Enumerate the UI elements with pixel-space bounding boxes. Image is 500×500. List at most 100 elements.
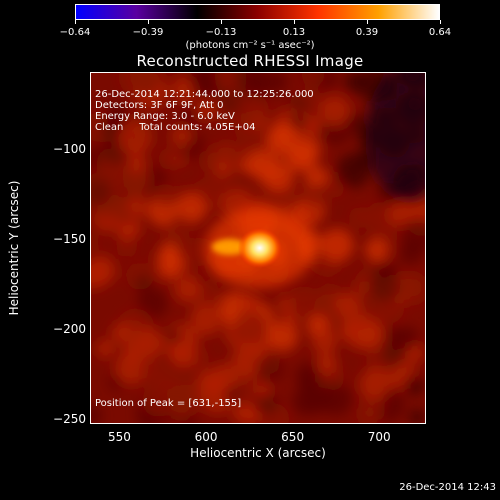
heatmap-texture-blob [304, 165, 328, 188]
colorbar-tick-mark [75, 20, 76, 24]
heatmap-texture-blob [384, 326, 406, 348]
colorbar-tick-mark [440, 20, 441, 24]
heatmap-texture-blob [134, 273, 152, 292]
heatmap-texture-blob [116, 236, 138, 257]
heatmap-texture-blob [114, 352, 147, 385]
colorbar-unit-label: (photons cm⁻² s⁻¹ asec⁻²) [185, 40, 315, 51]
x-tick-label: 600 [194, 430, 218, 444]
heatmap-texture-blob [107, 102, 125, 120]
heatmap-texture-blob [235, 389, 254, 407]
heatmap-texture-blob [343, 314, 379, 350]
peak-core [237, 228, 282, 268]
chart-title: Reconstructed RHESSI Image [136, 52, 364, 70]
annotation-clean-counts: Clean Total counts: 4.05E+04 [95, 122, 256, 133]
heatmap-texture-blob [408, 408, 425, 423]
heatmap-texture-blob [215, 159, 232, 176]
heatmap-texture-blob [295, 138, 321, 164]
heatmap-texture-blob [241, 406, 260, 423]
heatmap-texture-blob [402, 218, 425, 252]
heatmap-texture-blob [117, 118, 153, 154]
heatmap-texture-blob [319, 95, 351, 127]
heatmap-texture-blob [127, 154, 147, 173]
heatmap-texture-blob [158, 148, 180, 170]
heatmap-texture-blob [320, 228, 354, 262]
heatmap-texture-blob [235, 73, 269, 93]
colorbar-tick-mark [221, 20, 222, 24]
y-tick-label: −100 [53, 142, 86, 157]
timestamp: 26-Dec-2014 12:43 [399, 482, 496, 493]
colorbar-tick-mark [367, 20, 368, 24]
heatmap-texture-blob [264, 73, 288, 94]
heatmap-texture-blob [160, 243, 177, 260]
colorbar [75, 4, 440, 20]
colorbar-tick-label: 0.64 [428, 27, 452, 38]
peak-source [204, 208, 315, 288]
colorbar-tick-label: −0.39 [132, 27, 164, 38]
heatmap-texture-blob [359, 368, 391, 400]
heatmap-texture-blob [316, 352, 338, 374]
heatmap-texture-blob [266, 122, 301, 158]
heatmap-texture-blob [91, 404, 103, 423]
heatmap-negative-region [366, 73, 425, 203]
heatmap-texture-blob [319, 382, 353, 416]
heatmap-texture-blob [364, 237, 390, 262]
heatmap-texture-blob [240, 292, 261, 313]
heatmap-texture-blob [194, 99, 215, 120]
x-tick-label: 700 [367, 430, 391, 444]
heatmap-texture-blob [197, 370, 219, 392]
heatmap-texture-blob [254, 381, 271, 398]
x-tick-label: 550 [107, 430, 131, 444]
heatmap-texture-blob [176, 193, 207, 224]
image-plot-area [90, 72, 426, 424]
heatmap-texture-blob [369, 270, 401, 302]
colorbar-tick-mark [294, 20, 295, 24]
heatmap-texture-blob [133, 327, 164, 358]
annotation-energy-range: Energy Range: 3.0 - 6.0 keV [95, 111, 235, 122]
heatmap-texture-blob [256, 354, 285, 383]
heatmap-texture-blob [168, 341, 196, 369]
heatmap-texture-blob [348, 207, 370, 228]
heatmap-texture-blob [231, 308, 268, 345]
heatmap-texture-blob [334, 292, 361, 319]
heatmap-texture-blob [293, 202, 312, 221]
x-tick-label: 650 [281, 430, 305, 444]
annotation-peak-position: Position of Peak = [631,-155] [95, 398, 242, 409]
heatmap-texture-blob [140, 359, 167, 386]
colorbar-tick-label: −0.64 [59, 27, 91, 38]
heatmap-texture-blob [91, 178, 111, 206]
y-tick-label: −250 [53, 411, 86, 426]
y-axis-label: Heliocentric Y (arcsec) [7, 180, 21, 316]
heatmap-texture-blob [171, 125, 193, 147]
heatmap-texture-blob [125, 196, 148, 218]
heatmap-texture-blob [118, 73, 153, 95]
colorbar-tick-mark [148, 20, 149, 24]
heatmap-texture-blob [142, 385, 174, 417]
heatmap-image [91, 73, 425, 423]
heatmap-texture-blob [91, 235, 100, 252]
heatmap-texture-blob [246, 149, 278, 181]
heatmap-texture-blob [190, 303, 223, 336]
heatmap-texture-blob [237, 93, 269, 126]
heatmap-texture-blob [281, 312, 299, 330]
heatmap-texture-blob [399, 273, 425, 305]
heatmap-texture-blob [301, 73, 325, 86]
heatmap-texture-blob [404, 375, 425, 396]
heatmap-texture-blob [311, 327, 338, 354]
heatmap-texture-blob [174, 276, 201, 303]
heatmap-texture-blob [91, 260, 108, 290]
annotation-detectors: Detectors: 3F 6F 9F, Att 0 [95, 100, 224, 111]
colorbar-tick-label: 0.13 [282, 27, 306, 38]
heatmap-texture-blob [379, 226, 397, 245]
annotation-time-range: 26-Dec-2014 12:21:44.000 to 12:25:26.000 [95, 89, 314, 100]
heatmap-texture-blob [381, 340, 407, 366]
heatmap-texture-blob [165, 328, 182, 346]
heatmap-texture-blob [179, 106, 199, 127]
heatmap-texture-blob [116, 223, 135, 241]
x-axis-label: Heliocentric X (arcsec) [190, 446, 326, 460]
heatmap-texture-blob [171, 76, 198, 103]
colorbar-tick-label: −0.13 [205, 27, 237, 38]
heatmap-texture-blob [137, 287, 168, 319]
heatmap-texture-blob [96, 339, 115, 358]
colorbar-tick-label: 0.39 [355, 27, 379, 38]
heatmap-texture-blob [201, 151, 221, 171]
